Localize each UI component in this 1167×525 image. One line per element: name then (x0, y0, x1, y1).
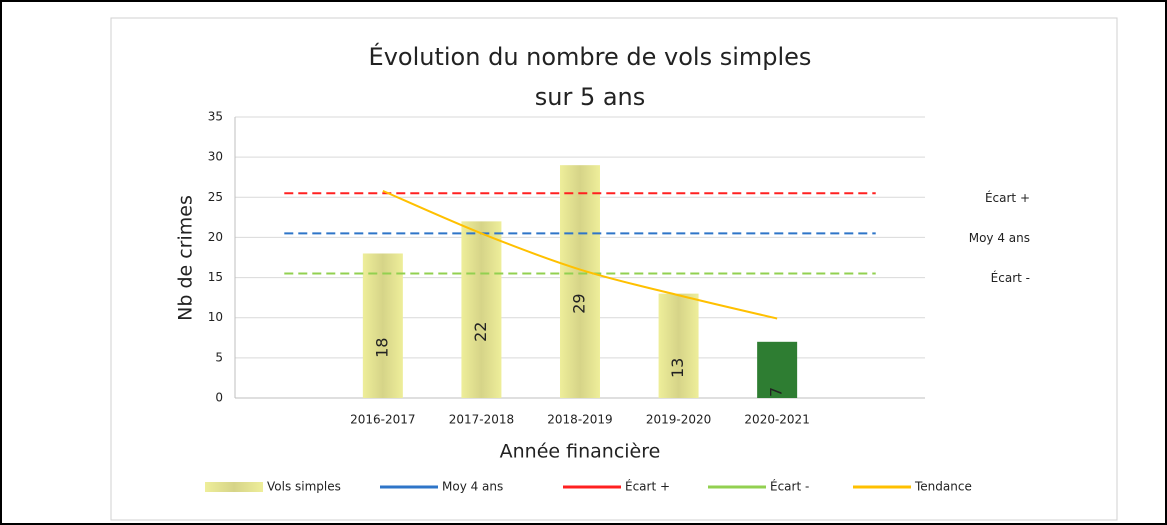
legend-label: Tendance (914, 480, 972, 494)
data-label: 29 (570, 293, 589, 313)
y-tick-label: 5 (215, 350, 223, 364)
x-tick-label: 2017-2018 (449, 413, 514, 427)
y-tick-label: 25 (208, 190, 223, 204)
y-tick-label: 20 (208, 230, 223, 244)
legend-label: Vols simples (267, 480, 341, 494)
bar (560, 165, 600, 398)
end-label: Écart + (985, 190, 1030, 205)
chart-frame (110, 17, 1118, 521)
bar (461, 221, 502, 398)
bar (362, 253, 403, 398)
data-label: 7 (767, 387, 786, 397)
x-tick-label: 2018-2019 (547, 413, 612, 427)
y-tick-label: 15 (208, 270, 223, 284)
y-tick-label: 30 (208, 150, 223, 164)
legend-label: Écart + (625, 479, 670, 494)
bar (658, 293, 699, 398)
y-tick-label: 35 (208, 110, 223, 124)
x-tick-label: 2020-2021 (744, 413, 809, 427)
x-axis-title: Année financière (500, 441, 661, 463)
y-axis-title: Nb de crimes (175, 195, 197, 321)
bar (757, 341, 798, 398)
legend-label: Moy 4 ans (442, 480, 503, 494)
line-series (382, 189, 778, 320)
y-tick-label: 10 (208, 310, 223, 324)
data-label: 13 (668, 358, 687, 378)
legend-label: Écart - (770, 479, 809, 494)
chart-title: sur 5 ans (535, 83, 646, 111)
data-label: 22 (471, 322, 490, 342)
y-tick-label: 0 (215, 391, 223, 405)
end-label: Moy 4 ans (969, 231, 1030, 245)
chart-title: Évolution du nombre de vols simples (369, 42, 812, 71)
legend-swatch (205, 482, 263, 492)
x-tick-label: 2019-2020 (646, 413, 711, 427)
x-tick-label: 2016-2017 (350, 413, 415, 427)
data-label: 18 (372, 338, 391, 358)
end-label: Écart - (991, 270, 1030, 285)
